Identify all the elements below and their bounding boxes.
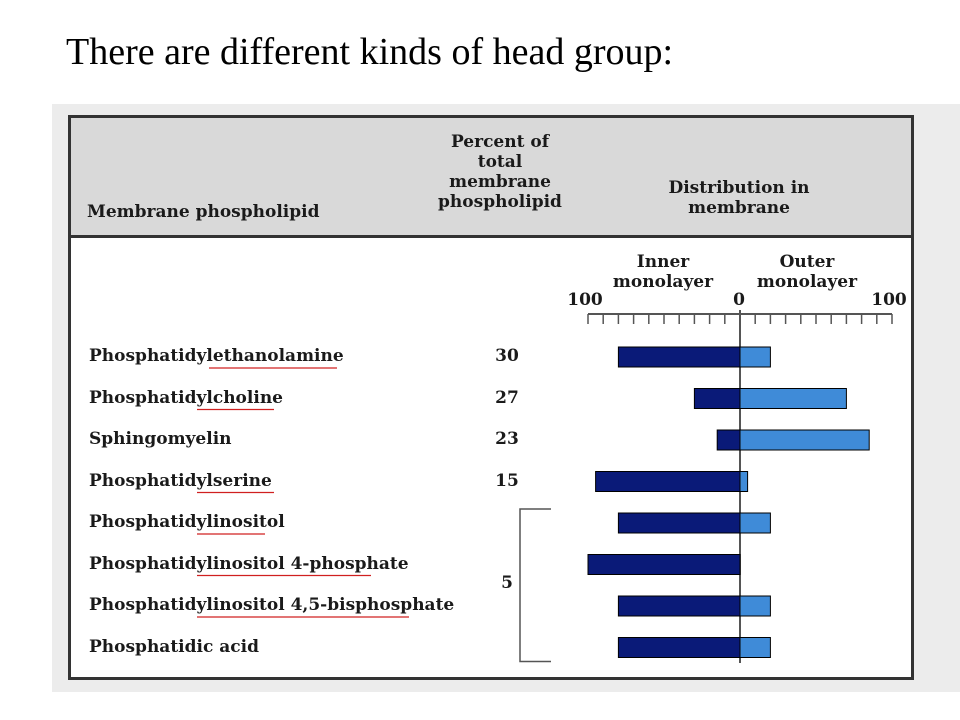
slide-title: There are different kinds of head group:	[66, 31, 674, 73]
bar-inner	[617, 595, 741, 617]
bar-outer	[739, 637, 771, 658]
row-label: Phosphatidylethanolamine	[89, 346, 344, 366]
header-lipid: Membrane phospholipid	[87, 202, 320, 222]
bar-inner	[617, 346, 741, 368]
bar-inner	[595, 471, 741, 492]
group-percent-label: 5	[501, 573, 513, 593]
row-label: Phosphatidylserine	[89, 470, 272, 491]
bar-outer	[739, 388, 847, 409]
bar-outer	[739, 512, 771, 534]
row-label: Phosphatidylcholine	[89, 387, 283, 408]
row-percent: 27	[495, 387, 519, 408]
bar-outer	[739, 429, 870, 451]
header-percent: Percent of total membrane phospholipid	[438, 132, 562, 212]
bar-inner	[693, 388, 741, 409]
table-header: Membrane phospholipid Percent of total m…	[71, 118, 911, 238]
bar-outer	[739, 595, 771, 617]
axis-outer-label: Outer monolayer	[756, 252, 858, 292]
tick-label-zero: 0	[733, 290, 745, 310]
bar-outer	[739, 346, 771, 368]
bar-inner	[617, 637, 741, 658]
bar-inner	[617, 512, 741, 534]
row-percent: 23	[495, 429, 519, 449]
axis-inner-label: Inner monolayer	[612, 252, 714, 292]
header-distribution: Distribution in membrane	[668, 178, 810, 218]
row-label: Phosphatidic acid	[89, 636, 259, 657]
row-percent: 15	[495, 470, 519, 491]
group-bracket	[519, 508, 551, 663]
row-percent: 30	[495, 346, 519, 366]
bar-inner	[716, 429, 741, 451]
bar-inner	[587, 554, 741, 575]
distribution-chart	[197, 310, 893, 663]
row-label: Sphingomyelin	[89, 429, 232, 449]
row-label: Phosphatidylinositol	[89, 512, 285, 532]
tick-label-inner-100: 100	[567, 290, 603, 310]
row-label: Phosphatidylinositol 4-phosphate	[89, 553, 409, 574]
phospholipid-table: Membrane phospholipid Percent of total m…	[68, 115, 914, 680]
tick-label-outer-100: 100	[871, 290, 907, 310]
row-label: Phosphatidylinositol 4,5-bisphosphate	[89, 595, 455, 615]
bar-outer	[739, 471, 749, 492]
